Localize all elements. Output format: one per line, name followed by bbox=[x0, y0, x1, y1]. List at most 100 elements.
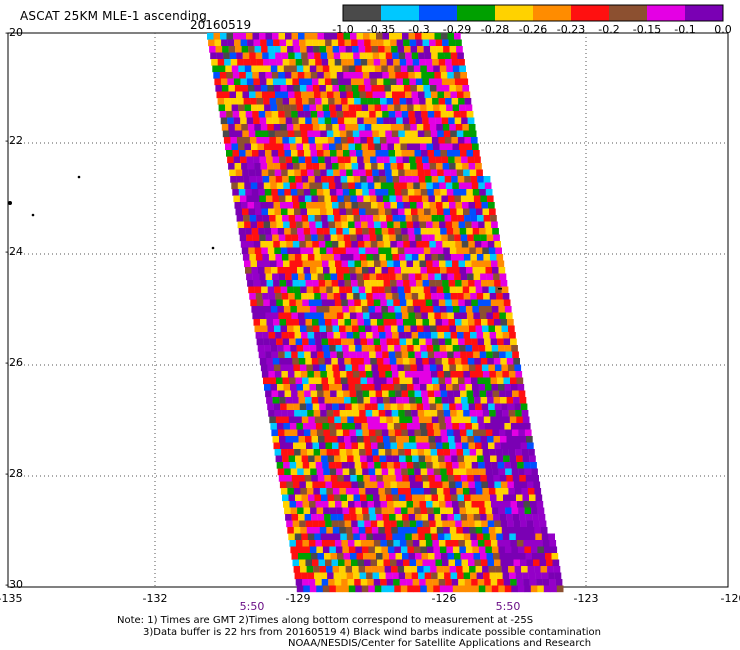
swath-cell bbox=[406, 423, 414, 430]
swath-cell bbox=[488, 247, 496, 255]
swath-cell bbox=[435, 39, 443, 47]
swath-cell bbox=[470, 293, 477, 300]
swath-cell bbox=[257, 143, 265, 151]
swath-cell bbox=[301, 293, 308, 300]
swath-cell bbox=[348, 182, 355, 190]
swath-cell bbox=[389, 33, 396, 40]
swath-cell bbox=[398, 533, 406, 541]
swath-cell bbox=[495, 488, 503, 495]
swath-cell bbox=[407, 507, 415, 515]
swath-cell bbox=[374, 423, 382, 430]
swath-cell bbox=[444, 533, 451, 541]
swath-cell bbox=[400, 306, 408, 313]
swath-cell bbox=[297, 390, 305, 398]
pass-time-label: 5:50 bbox=[240, 600, 265, 613]
swath-cell bbox=[348, 462, 355, 469]
swath-cell bbox=[283, 182, 290, 190]
swath-cell bbox=[389, 436, 397, 443]
swath-cell bbox=[386, 215, 393, 222]
swath-cell bbox=[281, 52, 289, 60]
swath-cell bbox=[313, 46, 320, 53]
swath-cell bbox=[358, 566, 366, 573]
swath-cell bbox=[277, 429, 285, 437]
swath-cell bbox=[382, 390, 389, 398]
swath-cell bbox=[484, 462, 492, 469]
swath-cell bbox=[335, 546, 343, 554]
swath-cell bbox=[346, 91, 354, 99]
swath-cell bbox=[519, 475, 526, 482]
swath-cell bbox=[371, 247, 379, 255]
swath-cell bbox=[469, 449, 477, 456]
swath-cell bbox=[345, 566, 353, 573]
swath-cell bbox=[259, 358, 267, 365]
swath-cell bbox=[440, 228, 447, 235]
colorbar-swatch bbox=[609, 5, 648, 21]
swath-cell bbox=[239, 33, 247, 40]
swath-cell bbox=[303, 306, 311, 313]
swath-cell bbox=[289, 423, 297, 430]
swath-cell bbox=[448, 78, 456, 86]
swath-cell bbox=[485, 306, 493, 313]
swath-cell bbox=[338, 559, 345, 567]
swath-cell bbox=[271, 351, 279, 359]
swath-cell bbox=[323, 507, 330, 515]
swath-cell bbox=[393, 98, 400, 105]
swath-cell bbox=[340, 254, 348, 261]
swath-cell bbox=[458, 260, 466, 268]
swath-cell bbox=[546, 559, 553, 567]
swath-cell bbox=[372, 410, 379, 417]
swath-cell bbox=[417, 449, 425, 456]
swath-cell bbox=[425, 299, 433, 307]
swath-cell bbox=[448, 319, 456, 326]
swath-cell bbox=[452, 423, 460, 430]
swath-cell bbox=[348, 501, 355, 508]
swath-cell bbox=[346, 533, 354, 541]
swath-cell bbox=[345, 46, 353, 53]
swath-cell bbox=[405, 494, 413, 502]
swath-cell bbox=[359, 371, 367, 378]
swath-cell bbox=[367, 182, 375, 190]
swath-cell bbox=[476, 572, 484, 580]
swath-cell bbox=[342, 507, 350, 515]
swath-cell bbox=[380, 338, 387, 346]
swath-cell bbox=[413, 585, 421, 593]
swath-cell bbox=[270, 221, 277, 229]
swath-cell bbox=[255, 332, 263, 339]
swath-cell bbox=[379, 572, 386, 580]
swath-cell bbox=[329, 468, 337, 476]
swath-cell bbox=[404, 527, 411, 534]
swath-cell bbox=[494, 403, 502, 411]
swath-cell bbox=[372, 449, 379, 456]
swath-cell bbox=[343, 234, 351, 242]
swath-cell bbox=[300, 371, 308, 378]
swath-cell bbox=[343, 475, 351, 482]
swath-cell bbox=[332, 364, 340, 372]
swath-cell bbox=[398, 169, 405, 177]
swath-cell bbox=[333, 293, 341, 300]
swath-cell bbox=[493, 514, 500, 521]
swath-cell bbox=[365, 169, 373, 177]
swath-cell bbox=[434, 195, 442, 203]
swath-cell bbox=[282, 215, 289, 222]
swath-cell bbox=[279, 436, 286, 443]
swath-cell bbox=[439, 462, 446, 469]
swath-cell bbox=[414, 312, 422, 320]
swath-cell bbox=[535, 572, 542, 580]
swath-cell bbox=[417, 46, 424, 53]
swath-cell bbox=[452, 260, 459, 268]
swath-cell bbox=[443, 527, 450, 534]
swath-cell bbox=[303, 384, 310, 391]
swath-cell bbox=[270, 260, 277, 268]
swath-cell bbox=[387, 221, 394, 229]
swath-cell bbox=[397, 527, 405, 534]
swath-cell bbox=[395, 475, 403, 482]
swath-cell bbox=[362, 312, 370, 320]
swath-cell bbox=[329, 267, 337, 274]
swath-cell bbox=[353, 91, 360, 99]
swath-cell bbox=[515, 371, 523, 378]
swath-cell bbox=[409, 559, 417, 567]
swath-cell bbox=[504, 546, 512, 554]
swath-cell bbox=[411, 130, 418, 138]
swath-cell bbox=[335, 221, 342, 229]
swath-cell bbox=[455, 39, 462, 47]
